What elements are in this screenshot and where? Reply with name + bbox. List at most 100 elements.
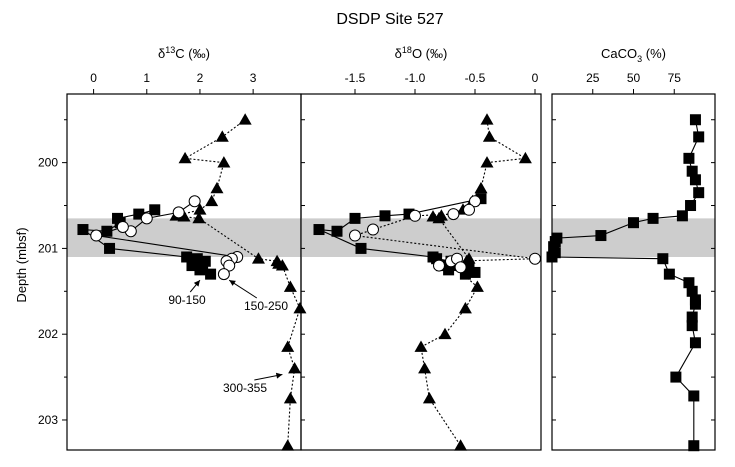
shaded-interval [67,218,301,257]
y-axis-label: Depth (mbsf) [14,227,29,302]
data-point-triangle [177,210,191,222]
annotation-arrowhead [275,372,283,379]
annotation-arrowhead [193,280,200,287]
x-tick-label: -1.0 [405,71,426,85]
data-point-square [443,264,455,276]
data-point-square [686,311,698,323]
x-tick-label: 2 [197,71,204,85]
data-point-circle [217,268,230,281]
data-point-square [191,253,203,265]
data-point-circle [172,206,185,219]
data-point-triangle [238,113,252,125]
data-point-triangle [470,280,484,292]
data-point-square [689,174,701,186]
data-point-square [431,253,443,265]
data-point-square [77,224,89,236]
annotation-arrowhead [229,280,236,286]
data-point-circle [367,223,379,236]
data-point-square [313,224,325,236]
data-point-triangle [414,340,428,352]
data-point-circle [433,259,445,272]
data-point-square [686,165,698,177]
data-point-square [199,255,211,267]
data-point-triangle [293,301,307,314]
data-point-square [686,285,698,297]
data-point-circle [447,208,460,221]
data-point-square [676,210,688,222]
data-point-triangle [418,362,432,374]
data-point-triangle [193,203,207,215]
data-point-square [693,131,705,143]
data-point-square [459,268,471,280]
data-point-triangle [438,327,452,340]
data-point-triangle [210,181,224,194]
x-tick-label: 3 [250,71,257,85]
data-point-square [688,390,700,402]
data-point-square [205,268,217,280]
data-point-square [548,241,560,253]
data-point-square [595,230,607,242]
data-point-circle [140,212,153,225]
data-point-circle [454,261,467,274]
x-tick-label: 1 [143,71,150,85]
x-tick-label: 25 [586,71,600,85]
data-point-square [379,210,391,222]
data-point-square [133,208,145,220]
data-point-triangle [474,181,488,194]
data-point-triangle [205,194,219,207]
y-tick-label: 202 [38,327,58,341]
series-line-square [550,119,700,446]
data-point-triangle [283,392,297,404]
data-point-square [355,242,367,254]
data-point-square [628,217,639,229]
data-point-square [469,266,481,278]
annotation-label: 150-250 [244,299,288,313]
data-point-square [689,298,701,310]
panel-frame [66,93,302,451]
y-tick-label: 203 [38,413,58,427]
x-tick-label: 50 [627,71,641,85]
data-point-triangle [454,439,468,451]
data-point-square [689,114,701,126]
data-point-square [349,212,361,224]
data-point-triangle [251,252,265,264]
data-point-square [546,251,558,263]
chart-panel-1: δ13C (‰) 0 1 2 3 200 201 202 203 90-150 150-250 300… [38,45,307,451]
series-line-triangle [175,119,301,446]
data-point-triangle [215,130,229,142]
x-tick-label: -1.5 [345,71,366,85]
data-point-square [647,212,659,224]
data-point-triangle [518,151,532,164]
data-point-circle [223,259,236,272]
figure-title: DSDP Site 527 [336,11,443,28]
data-point-triangle [458,301,472,314]
data-point-triangle [432,211,446,224]
data-point-square [670,371,682,383]
data-point-square [688,440,700,452]
data-point-square [104,242,116,254]
data-point-circle [116,220,129,233]
data-point-triangle [178,151,192,164]
data-point-circle [409,209,421,222]
data-point-circle [90,229,103,242]
data-point-square [186,260,198,272]
data-point-triangle [281,439,295,451]
data-point-circle [349,229,361,242]
panel-title: CaCO3 (%) [601,46,666,64]
data-point-square [683,277,695,289]
data-point-square [475,193,487,205]
data-point-square [683,152,695,164]
x-tick-label: 75 [668,71,682,85]
x-tick-label: 0 [90,71,97,85]
data-point-square [686,320,698,332]
panel-frame [300,93,542,451]
series-line-triangle [420,119,528,447]
data-point-square [181,251,193,263]
data-point-triangle [275,259,289,271]
data-point-circle [469,195,481,208]
data-point-triangle [281,340,295,352]
data-point-triangle [480,156,494,168]
chart-panel-3: CaCO3 (%)25 50 75 [546,46,716,452]
data-point-triangle [422,392,436,404]
